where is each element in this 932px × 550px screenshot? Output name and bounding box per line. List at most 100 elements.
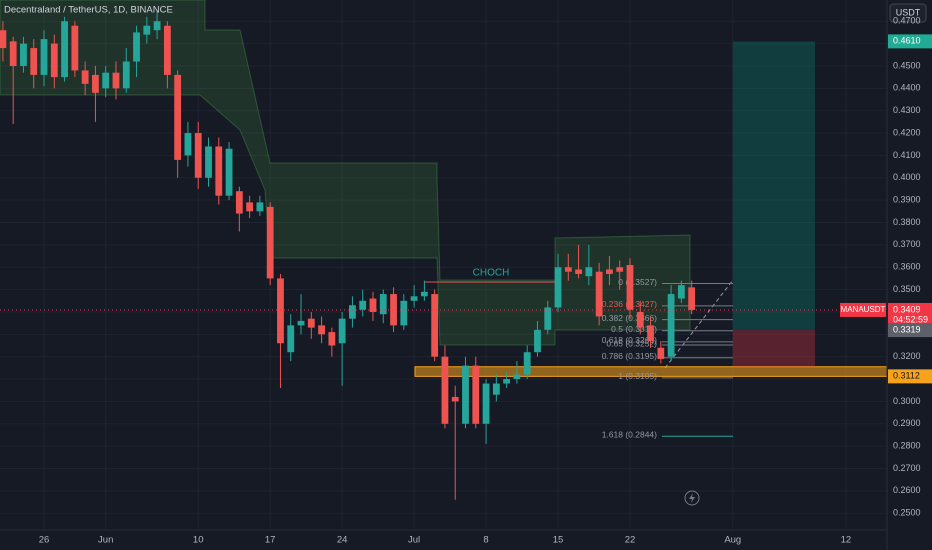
candle-body bbox=[492, 383, 500, 395]
candle-body bbox=[431, 294, 439, 357]
candle-body bbox=[205, 146, 212, 178]
candle-body bbox=[92, 74, 99, 93]
candle-body bbox=[410, 296, 418, 301]
candle-body bbox=[246, 202, 254, 212]
candle-body bbox=[451, 396, 459, 402]
candle-body bbox=[482, 383, 490, 424]
fib-label: 0 (0.3527) bbox=[618, 277, 657, 287]
y-tick-label: 0.4200 bbox=[893, 127, 921, 137]
price-tag-label: 0.3319 bbox=[893, 324, 921, 334]
choch-label: CHOCH bbox=[473, 268, 510, 279]
y-tick-label: 0.3500 bbox=[893, 284, 921, 294]
fib-label: 1.618 (0.2844) bbox=[602, 430, 657, 440]
y-tick-label: 0.4100 bbox=[893, 150, 921, 160]
cloud bbox=[0, 0, 691, 346]
fib-label: 0.5 (0.3316) bbox=[611, 324, 657, 334]
x-tick-label: Jul bbox=[408, 535, 420, 546]
candle-body bbox=[235, 191, 243, 214]
candle-body bbox=[338, 318, 346, 344]
candle-body bbox=[379, 294, 387, 315]
candle-body bbox=[163, 25, 171, 75]
candle-body bbox=[544, 307, 552, 330]
x-tick-label: 12 bbox=[841, 535, 852, 546]
y-tick-label: 0.4500 bbox=[893, 60, 921, 70]
y-tick-label: 0.2800 bbox=[893, 441, 921, 451]
fib-label: 0.65 (0.3252) bbox=[606, 338, 657, 348]
chart-title: Decentraland / TetherUS, 1D, BINANCE bbox=[4, 5, 173, 16]
plot: 0 (0.3527)0.236 (0.3427)0.382 (0.3366)0.… bbox=[0, 10, 888, 500]
candle-body bbox=[359, 300, 367, 310]
currency-label: USDT bbox=[896, 7, 921, 17]
candle-body bbox=[647, 325, 654, 342]
candle-body bbox=[112, 72, 120, 89]
candle-body bbox=[564, 267, 572, 272]
fib-label: 0.786 (0.3195) bbox=[602, 351, 657, 361]
candle-body bbox=[102, 72, 110, 89]
x-tick-label: 15 bbox=[553, 535, 564, 546]
fib-trend bbox=[664, 279, 734, 369]
alert-icon[interactable] bbox=[684, 490, 700, 506]
candle-body bbox=[122, 61, 130, 89]
candle-body bbox=[307, 318, 315, 328]
position-target bbox=[732, 41, 816, 331]
candle-body bbox=[287, 325, 295, 353]
candle-body bbox=[390, 294, 397, 326]
candle-body bbox=[81, 70, 89, 84]
y-tick-label: 0.2500 bbox=[893, 508, 921, 518]
price-tag bbox=[888, 323, 932, 338]
x-tick-label: Jun bbox=[98, 535, 113, 546]
x-tick-label: 22 bbox=[625, 535, 636, 546]
candle-body bbox=[626, 265, 634, 310]
y-tick-label: 0.4400 bbox=[893, 83, 921, 93]
candle-body bbox=[369, 298, 377, 312]
price-tag bbox=[888, 369, 932, 384]
candle-body bbox=[0, 30, 7, 49]
candle-body bbox=[71, 25, 79, 71]
countdown-label: 04:52:59 bbox=[893, 314, 928, 324]
candle-body bbox=[9, 41, 17, 66]
candle-body bbox=[215, 146, 223, 196]
candle-body bbox=[194, 133, 202, 178]
y-tick-label: 0.3900 bbox=[893, 195, 921, 205]
price-tag bbox=[888, 34, 932, 49]
x-tick-label: 24 bbox=[337, 535, 348, 546]
candle-body bbox=[472, 365, 480, 424]
candle-body bbox=[266, 206, 274, 279]
y-tick-label: 0.3800 bbox=[893, 217, 921, 227]
candle-body bbox=[184, 133, 192, 156]
candle-body bbox=[420, 291, 428, 297]
alert-icon-bolt bbox=[689, 493, 695, 503]
candle-body bbox=[575, 269, 582, 274]
candle-body bbox=[20, 43, 27, 66]
candle-body bbox=[441, 356, 449, 424]
candle-body bbox=[40, 39, 48, 75]
candle-body bbox=[688, 287, 696, 310]
candle-body bbox=[297, 320, 305, 326]
x-tick-label: 10 bbox=[193, 535, 204, 546]
candle-body bbox=[513, 374, 521, 380]
fib-label: 0.382 (0.3366) bbox=[602, 313, 657, 323]
fib-label: 1 (0.3105) bbox=[618, 371, 657, 381]
x-tick-label: 8 bbox=[483, 535, 488, 546]
y-tick-label: 0.2600 bbox=[893, 485, 921, 495]
y-tick-label: 0.4300 bbox=[893, 105, 921, 115]
symbol-label: MANAUSDT bbox=[841, 305, 886, 314]
candle-body bbox=[667, 294, 675, 357]
y-tick-label: 0.3700 bbox=[893, 239, 921, 249]
candle-body bbox=[657, 347, 665, 359]
x-tick-label: 17 bbox=[265, 535, 276, 546]
y-tick-label: 0.4000 bbox=[893, 172, 921, 182]
candle-body bbox=[30, 48, 38, 75]
price-tag-label: 0.3112 bbox=[893, 371, 920, 381]
candle-body bbox=[523, 352, 531, 375]
candle-body bbox=[503, 379, 511, 384]
currency-button[interactable] bbox=[889, 3, 927, 23]
fib-label: 0.618 (0.3266) bbox=[602, 335, 657, 345]
position-stop bbox=[732, 330, 816, 367]
candle-body bbox=[277, 278, 284, 344]
candle-body bbox=[153, 21, 161, 31]
candle-body bbox=[677, 285, 685, 299]
candle-body bbox=[534, 329, 541, 353]
